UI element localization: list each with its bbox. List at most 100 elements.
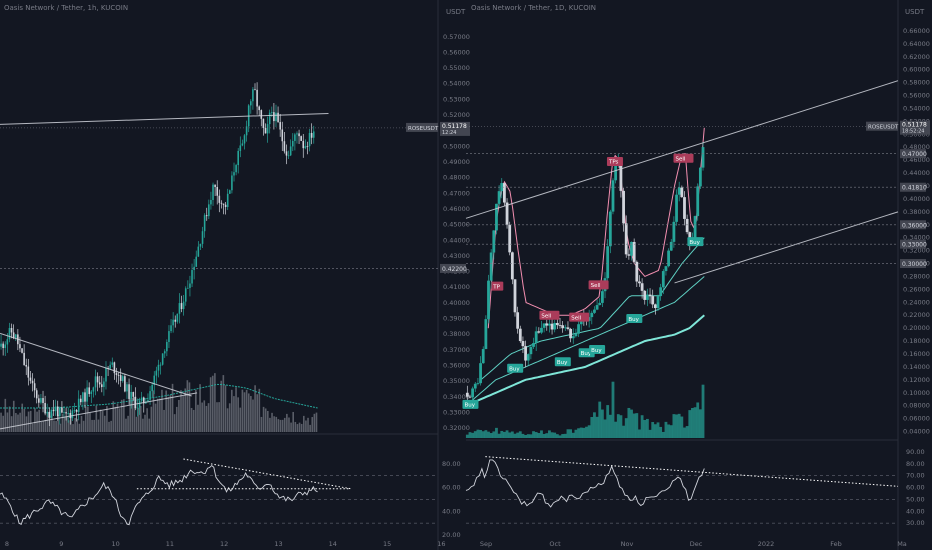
pane0-volume-bar [222,375,225,432]
pane0-volume-bar [233,396,235,432]
pane1-y-tick-label: 0.08000 [903,402,930,410]
pane0-volume-bar [290,422,292,432]
pane1-volume-bar [513,433,517,438]
pane0-volume-bar [137,407,140,432]
pane0-volume-bar [214,373,216,432]
pane0-candle-body [304,146,307,149]
pane0-volume-bar [150,406,153,432]
pane1-volume-bar [622,425,625,438]
pane1-volume-bar [497,433,501,438]
pane0-volume-bar [260,416,263,432]
pane1-candle-body [529,346,533,355]
pane0-candle-body [50,409,53,418]
pane0-candle-body [275,112,277,122]
pane0-volume-bar [95,405,98,432]
pane0-volume-bar [205,405,208,432]
pane0-volume-bar [279,419,282,432]
pane0-candle-body [103,381,105,388]
pane0-candle-body [67,412,70,414]
pane1-candle-body [508,225,512,253]
pane0-volume-bar [252,399,254,432]
pane1-volume-bar [683,427,686,438]
pane0-candle-body [216,186,219,196]
pane1-volume-bar [537,433,541,438]
pane0-trendline [0,332,192,397]
pane0-volume-bar [165,390,167,432]
pane0-candle-body [300,136,302,141]
pane0-volume-bar [93,419,96,432]
pane1-candle-body [661,271,665,288]
pane0-candle-body [287,155,290,157]
pane1-volume-bar [685,426,689,438]
pane0-volume-bar [190,407,193,432]
pane1-rsi-tick-label: 40.00 [906,507,925,515]
pane0-y-tick-label: 0.33000 [443,408,470,416]
pane1-candle-body [532,343,535,347]
pane0-candle-body [31,380,34,384]
pane0-candle-body [308,133,311,147]
pane0-volume-bar [258,388,261,432]
pane1-candle-body [635,261,639,282]
pane1-candle-body [505,202,509,226]
pane0-candle-body [21,348,23,353]
pane1-volume-bar [571,432,575,438]
pane0-volume-bar [127,415,129,432]
pane1-price-marker-label: 0.30000 [902,261,927,268]
pane0-candle-body [195,256,198,267]
pane0-volume-bar [211,375,214,432]
pane1-volume-bar [577,428,580,438]
pane1-y-tick-label: 0.28000 [903,272,930,280]
pane1-volume-bar [585,426,588,438]
pane1-candle-body [685,218,689,233]
pane0-candle-body [279,122,281,130]
pane0-volume-bar [12,400,15,432]
pane1-volume-bar [632,413,636,438]
pane1-volume-bar [468,432,472,438]
pane0-candle-body [201,231,204,244]
pane0-candle-body [73,409,76,411]
pane0-candle-body [90,391,93,395]
pane1-y-tick-label: 0.34000 [903,234,930,242]
pane1-volume-bar [476,429,480,438]
pane0-candle-body [241,143,244,146]
pane0-volume-bar [55,420,57,432]
pane0-candle-body [12,332,15,338]
pane0-y-tick-label: 0.56000 [443,48,470,56]
left-currency-label: USDT [446,8,466,16]
pane0-volume-bar [51,413,53,432]
pane1-volume-bar [484,430,488,438]
pane0-candle-body [294,134,296,141]
pane0-volume-bar [103,415,106,432]
pane0-volume-bar [48,415,51,432]
pane0-volume-bar [186,380,189,432]
pane0-trendline [0,112,329,125]
pane1-candle-body [667,250,670,267]
pane1-candle-body [619,161,623,191]
pane0-rsi-tick-label: 20.00 [442,531,461,539]
pane0-volume-bar [76,418,79,432]
pane0-price-marker-tag [440,263,466,273]
pane0-candle-body [132,391,135,397]
pane1-y-tick-label: 0.04000 [903,428,930,436]
pane0-volume-bar [195,389,197,432]
pane1-volume-bar [587,425,591,438]
pane1-y-tick-label: 0.20000 [903,324,930,332]
pane0-candle-body [298,133,300,137]
pane0-volume-bar [207,403,210,432]
pane1-candle-body [484,319,488,350]
pane0-candle-body [296,133,298,135]
pane1-signal-label: Buy [628,317,639,323]
pane0-volume-bar [307,417,309,432]
pane0-volume-bar [133,397,136,432]
pane1-candle-body [696,186,700,217]
pane0-y-tick-label: 0.44000 [443,236,470,244]
pane0-candle-body [270,112,273,113]
pane1-candle-body [664,266,668,272]
pane1-candle-body [640,283,644,291]
pane0-candle-body [147,399,149,402]
pane1-volume-bar [653,424,657,438]
pane1-volume-bar [563,433,567,438]
pane1-trendline [674,211,899,284]
pane1-volume-bar [481,431,485,438]
